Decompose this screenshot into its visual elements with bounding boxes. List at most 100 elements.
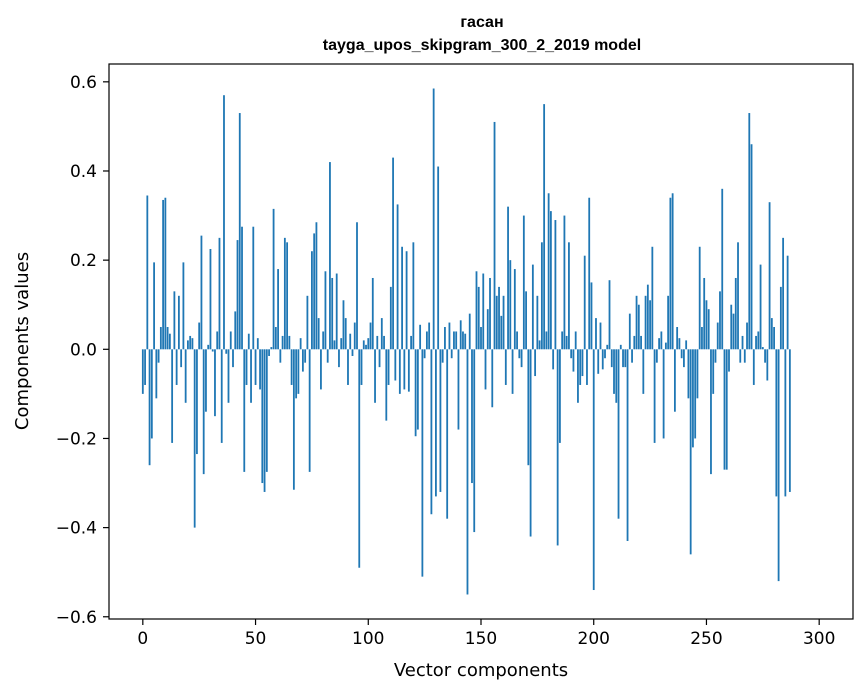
bar [261, 349, 264, 484]
bar [565, 335, 568, 350]
bar [671, 193, 674, 350]
bar [322, 331, 325, 350]
bar [673, 349, 676, 412]
bar [477, 286, 480, 350]
bar [153, 262, 155, 350]
bar [220, 349, 223, 443]
bar [444, 327, 446, 350]
bar [243, 349, 246, 472]
bar [779, 286, 782, 350]
bar [556, 349, 559, 546]
bar [202, 349, 205, 475]
bar [619, 344, 622, 350]
bar [624, 349, 627, 368]
bar [225, 349, 228, 354]
bar [606, 344, 609, 350]
bar [374, 349, 376, 403]
bar [491, 349, 494, 408]
bar [746, 322, 748, 350]
bar [568, 242, 570, 350]
bar [299, 338, 302, 350]
bar [394, 349, 397, 381]
bar [317, 318, 320, 350]
bar [141, 349, 144, 394]
bar [177, 295, 180, 350]
bar [193, 349, 196, 528]
bar [376, 335, 379, 350]
bar [349, 333, 352, 350]
bar [748, 113, 751, 350]
bar [644, 295, 647, 350]
bar [712, 349, 715, 394]
bar [344, 318, 347, 350]
bar [549, 211, 552, 350]
chart-subtitle: tayga_upos_skipgram_300_2_2019 model [323, 37, 641, 54]
bar [655, 349, 658, 363]
bar [716, 322, 719, 350]
bar [755, 335, 757, 350]
bar [430, 349, 433, 515]
bar [214, 349, 216, 417]
bar [428, 322, 431, 350]
bar [667, 295, 670, 350]
bar [516, 331, 518, 350]
bar [459, 320, 462, 350]
bar [437, 166, 440, 350]
bar [561, 331, 564, 350]
bar [554, 220, 557, 350]
bar [342, 300, 345, 350]
bar [270, 347, 273, 350]
bar [164, 197, 167, 350]
bar [613, 349, 615, 394]
bar [710, 349, 712, 475]
bar [446, 349, 449, 519]
bar [281, 335, 284, 350]
bar [707, 309, 710, 350]
bar [423, 349, 426, 359]
bar [389, 286, 392, 350]
bar [642, 349, 645, 394]
bar [315, 222, 318, 350]
x-tick-label: 100 [352, 629, 384, 649]
bar [764, 349, 766, 363]
bar [274, 327, 277, 350]
bar [313, 233, 316, 350]
bar [466, 349, 469, 595]
bar [586, 349, 588, 385]
bar [563, 215, 566, 350]
bar [599, 322, 602, 350]
bar [719, 291, 721, 350]
bar [234, 311, 237, 350]
bar [279, 349, 282, 363]
bar [383, 335, 385, 350]
bar [547, 193, 550, 350]
bar [308, 349, 311, 472]
bar [398, 349, 401, 394]
bar [171, 349, 174, 443]
bar [766, 349, 769, 381]
bar [340, 338, 343, 350]
y-tick-label: −0.6 [56, 608, 97, 628]
bar [435, 349, 437, 497]
bar [295, 349, 298, 399]
bar [223, 95, 225, 350]
bar [678, 338, 681, 350]
bar [387, 349, 390, 385]
bar [493, 121, 496, 350]
bar [157, 349, 160, 363]
bar [685, 340, 688, 350]
bar [610, 349, 613, 368]
bar [247, 333, 250, 350]
bar [380, 318, 383, 350]
bar [664, 342, 667, 350]
bar [353, 322, 356, 350]
bar [320, 349, 322, 390]
bar [329, 162, 331, 350]
bar [371, 277, 374, 350]
bar [646, 284, 649, 350]
bar [581, 349, 584, 377]
bar [259, 349, 261, 390]
bar [396, 204, 399, 350]
bar [570, 349, 573, 359]
bar [683, 349, 685, 368]
